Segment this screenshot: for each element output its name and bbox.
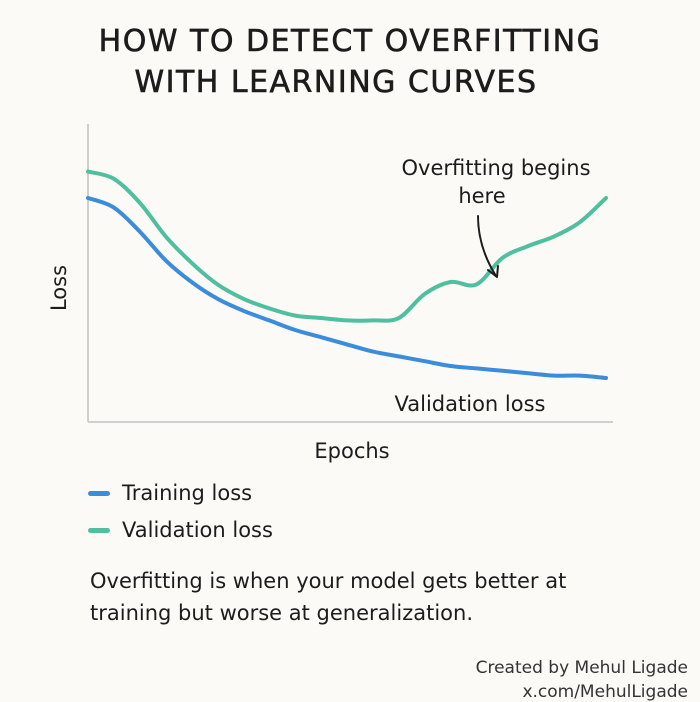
caption: Overfitting is when your model gets bett… bbox=[90, 565, 650, 629]
legend-item-training: Training loss bbox=[88, 479, 252, 507]
legend-item-validation: Validation loss bbox=[88, 516, 273, 544]
caption-line-1: Overfitting is when your model gets bett… bbox=[90, 569, 567, 593]
legend-label-validation: Validation loss bbox=[122, 518, 273, 542]
credit-link: x.com/MehulLigade bbox=[522, 682, 688, 702]
chart-axes bbox=[87, 124, 613, 423]
annotation-arrow bbox=[477, 215, 497, 277]
legend-swatch-training bbox=[88, 490, 110, 496]
series-line-validation-loss bbox=[86, 169, 608, 323]
annotation-overfitting-line-2: here bbox=[458, 184, 505, 208]
series-line-training-loss bbox=[86, 196, 608, 380]
legend-swatch-validation bbox=[88, 527, 110, 533]
x-axis-label: Epochs bbox=[314, 439, 389, 463]
credit-author: Created by Mehul Ligade bbox=[475, 658, 688, 678]
annotation-validation-loss: Validation loss bbox=[395, 392, 546, 416]
caption-line-2: training but worse at generalization. bbox=[90, 601, 473, 625]
annotation-layer: Overfitting begins here Validation loss bbox=[395, 156, 591, 416]
annotation-overfitting-line-1: Overfitting begins bbox=[401, 156, 590, 180]
annotation-arrow-head bbox=[487, 265, 499, 278]
legend-label-training: Training loss bbox=[122, 481, 253, 505]
y-axis-label: Loss bbox=[47, 265, 71, 311]
chart-title-line-2: WITH LEARNING CURVES bbox=[134, 65, 538, 100]
chart-title-line-1: HOW TO DETECT OVERFITTING bbox=[98, 24, 602, 59]
series-layer bbox=[86, 169, 608, 380]
